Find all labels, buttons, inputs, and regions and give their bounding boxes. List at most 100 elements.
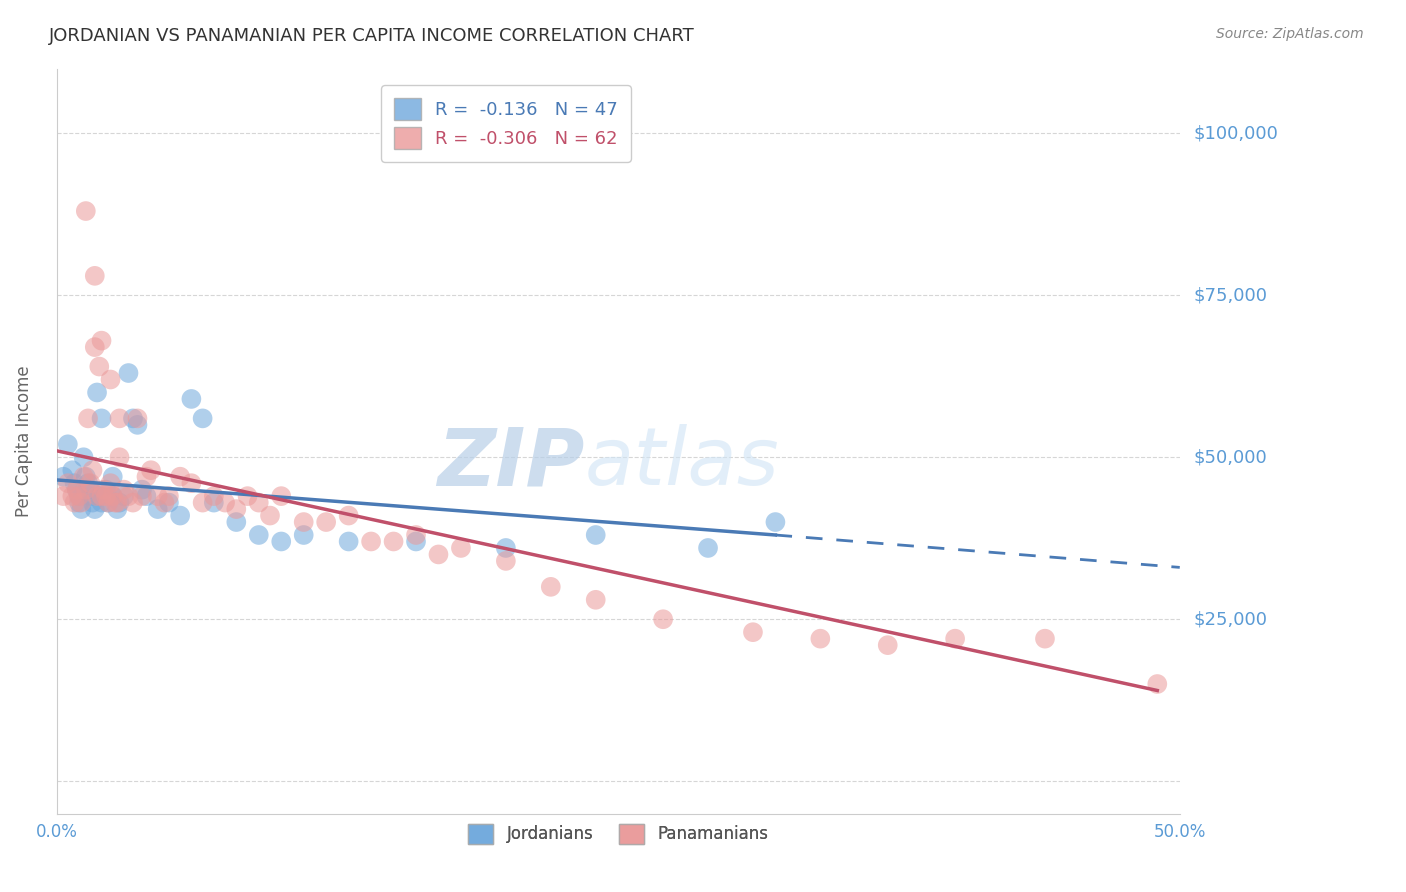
Point — [97, 495, 120, 509]
Point — [83, 502, 105, 516]
Point — [270, 489, 292, 503]
Point — [131, 483, 153, 497]
Point — [66, 483, 89, 497]
Point — [77, 476, 100, 491]
Point — [405, 534, 427, 549]
Point — [585, 528, 607, 542]
Point — [382, 534, 405, 549]
Point — [405, 528, 427, 542]
Text: JORDANIAN VS PANAMANIAN PER CAPITA INCOME CORRELATION CHART: JORDANIAN VS PANAMANIAN PER CAPITA INCOM… — [49, 27, 695, 45]
Point — [131, 489, 153, 503]
Text: $50,000: $50,000 — [1194, 449, 1267, 467]
Point — [108, 411, 131, 425]
Point — [360, 534, 382, 549]
Point — [72, 469, 94, 483]
Point — [90, 495, 112, 509]
Point — [153, 495, 176, 509]
Point — [139, 463, 162, 477]
Point — [127, 411, 149, 425]
Point — [157, 489, 180, 503]
Point — [70, 495, 93, 509]
Point — [225, 502, 247, 516]
Point — [79, 489, 101, 503]
Point — [63, 476, 86, 491]
Point — [259, 508, 281, 523]
Point — [450, 541, 472, 555]
Point — [56, 476, 79, 491]
Point — [292, 515, 315, 529]
Point — [169, 469, 191, 483]
Point — [93, 483, 115, 497]
Point — [94, 483, 117, 497]
Point — [540, 580, 562, 594]
Point — [90, 489, 112, 503]
Point — [247, 528, 270, 542]
Text: ZIP: ZIP — [437, 425, 585, 502]
Point — [105, 502, 128, 516]
Point — [495, 554, 517, 568]
Point — [225, 515, 247, 529]
Text: $100,000: $100,000 — [1194, 124, 1278, 143]
Point — [60, 489, 83, 503]
Point — [108, 450, 131, 465]
Point — [427, 548, 450, 562]
Point — [100, 372, 122, 386]
Point — [97, 495, 120, 509]
Point — [697, 541, 720, 555]
Point — [337, 508, 360, 523]
Point — [75, 204, 97, 219]
Point — [90, 334, 112, 348]
Point — [202, 489, 225, 503]
Point — [70, 502, 93, 516]
Point — [585, 592, 607, 607]
Point — [67, 495, 90, 509]
Point — [112, 483, 135, 497]
Point — [89, 489, 111, 503]
Point — [180, 476, 202, 491]
Point — [83, 268, 105, 283]
Point — [146, 489, 169, 503]
Point — [169, 508, 191, 523]
Point — [75, 483, 97, 497]
Point — [89, 359, 111, 374]
Point — [90, 411, 112, 425]
Point — [94, 489, 117, 503]
Point — [117, 489, 139, 503]
Point — [83, 340, 105, 354]
Point — [79, 483, 101, 497]
Point — [765, 515, 787, 529]
Point — [214, 495, 236, 509]
Y-axis label: Per Capita Income: Per Capita Income — [15, 365, 32, 516]
Point — [652, 612, 675, 626]
Legend: Jordanians, Panamanians: Jordanians, Panamanians — [456, 811, 782, 857]
Point — [146, 502, 169, 516]
Point — [112, 489, 135, 503]
Point — [122, 411, 145, 425]
Point — [943, 632, 966, 646]
Point — [72, 450, 94, 465]
Point — [79, 476, 101, 491]
Point — [270, 534, 292, 549]
Point — [86, 385, 108, 400]
Point — [82, 495, 104, 509]
Point — [808, 632, 831, 646]
Point — [105, 495, 128, 509]
Point — [108, 495, 131, 509]
Point — [86, 489, 108, 503]
Text: atlas: atlas — [585, 425, 779, 502]
Point — [495, 541, 517, 555]
Text: $75,000: $75,000 — [1194, 286, 1268, 304]
Point — [742, 625, 765, 640]
Point — [66, 483, 89, 497]
Point — [101, 489, 124, 503]
Point — [180, 392, 202, 406]
Point — [135, 489, 157, 503]
Point — [82, 463, 104, 477]
Point — [63, 495, 86, 509]
Point — [1146, 677, 1168, 691]
Point — [191, 495, 214, 509]
Point — [337, 534, 360, 549]
Point — [236, 489, 259, 503]
Point — [60, 463, 83, 477]
Point — [135, 469, 157, 483]
